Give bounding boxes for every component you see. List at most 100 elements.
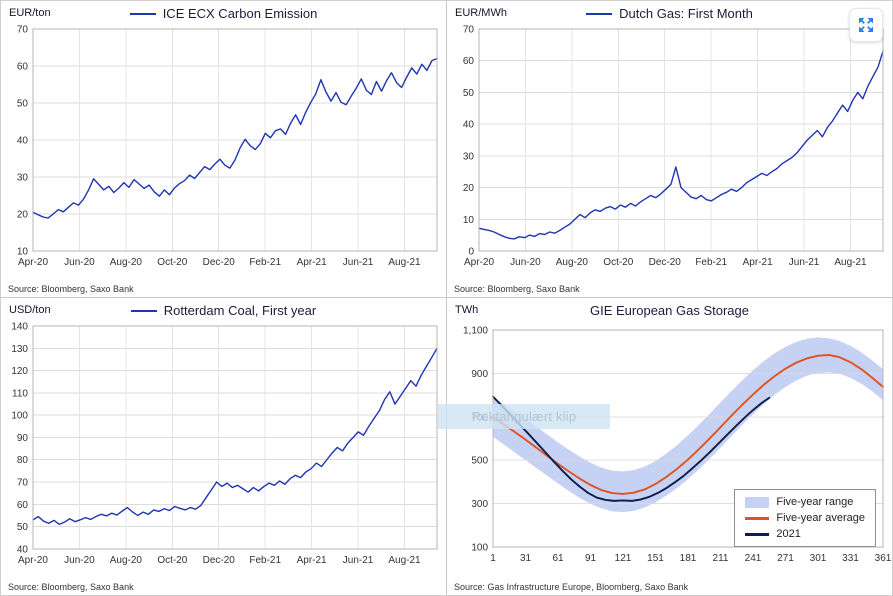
svg-text:Jun-21: Jun-21 xyxy=(343,257,374,268)
dutch-gas-chart: 0 10 20 30 40 50 60 70 Apr-20 Jun-20 Aug-20 Oct-20 D… xyxy=(463,25,884,268)
svg-text:0: 0 xyxy=(468,247,474,258)
carbon-chart-title: ICE ECX Carbon Emission xyxy=(162,6,318,21)
svg-text:Aug-20: Aug-20 xyxy=(110,257,143,268)
svg-text:30: 30 xyxy=(463,151,475,162)
svg-text:500: 500 xyxy=(471,456,488,467)
svg-text:151: 151 xyxy=(647,553,664,564)
svg-text:20: 20 xyxy=(17,210,29,221)
carbon-title-row: ICE ECX Carbon Emission xyxy=(1,6,446,26)
storage-chart-title: GIE European Gas Storage xyxy=(590,303,749,318)
legend-item-five-year-range: Five-year range xyxy=(745,496,865,508)
svg-text:Feb-21: Feb-21 xyxy=(249,555,281,566)
dutch-gas-chart-title: Dutch Gas: First Month xyxy=(619,6,753,21)
svg-text:121: 121 xyxy=(615,553,632,564)
line-2021-icon xyxy=(745,532,770,536)
svg-text:301: 301 xyxy=(810,553,827,564)
svg-text:1: 1 xyxy=(490,553,496,564)
svg-text:Apr-21: Apr-21 xyxy=(743,257,773,268)
dutch-gas-unit-label: EUR/MWh xyxy=(455,7,507,19)
svg-text:40: 40 xyxy=(17,136,29,147)
svg-text:Jun-20: Jun-20 xyxy=(510,257,541,268)
coal-series-key-line-icon xyxy=(130,309,157,312)
dutch-gas-panel: EUR/MWh Dutch Gas: First Month 0 10 20 30 40… xyxy=(447,1,892,298)
legend-item-five-year-average: Five-year average xyxy=(745,512,865,524)
coal-source-note: Source: Bloomberg, Saxo Bank xyxy=(8,582,134,592)
svg-text:Aug-21: Aug-21 xyxy=(834,257,867,268)
svg-text:241: 241 xyxy=(745,553,762,564)
svg-text:100: 100 xyxy=(471,542,488,553)
svg-text:130: 130 xyxy=(11,344,28,355)
svg-text:Jun-20: Jun-20 xyxy=(64,555,95,566)
storage-title-row: GIE European Gas Storage xyxy=(447,303,892,323)
svg-text:1,100: 1,100 xyxy=(463,326,488,337)
rotterdam-coal-chart: 40 50 60 70 80 90 100 110 120 130 140 Apr-20 Jun-20 A… xyxy=(11,322,438,566)
svg-text:Feb-21: Feb-21 xyxy=(695,257,727,268)
svg-text:80: 80 xyxy=(17,455,29,466)
svg-text:60: 60 xyxy=(17,500,29,511)
svg-text:10: 10 xyxy=(17,247,29,258)
five-year-range-label: Five-year range xyxy=(776,496,854,508)
svg-text:Apr-21: Apr-21 xyxy=(297,555,327,566)
rotterdam-coal-panel: USD/ton Rotterdam Coal, First year 40 50 6… xyxy=(1,298,447,595)
svg-text:91: 91 xyxy=(585,553,597,564)
svg-text:Jun-20: Jun-20 xyxy=(64,257,95,268)
svg-text:90: 90 xyxy=(17,433,29,444)
svg-text:40: 40 xyxy=(17,544,29,555)
svg-text:110: 110 xyxy=(12,388,28,399)
svg-text:Apr-21: Apr-21 xyxy=(297,257,327,268)
svg-text:50: 50 xyxy=(463,88,475,99)
carbon-unit-label: EUR/ton xyxy=(9,7,51,19)
svg-text:900: 900 xyxy=(471,369,488,380)
svg-text:120: 120 xyxy=(11,366,28,377)
five-year-average-line-icon xyxy=(745,516,770,520)
svg-text:Jun-21: Jun-21 xyxy=(343,555,374,566)
carbon-emission-chart: 10 20 30 40 50 60 70 Apr-20 Jun-20 Aug-20 Oct-20 De… xyxy=(17,25,438,268)
svg-text:Jun-21: Jun-21 xyxy=(789,257,820,268)
label-2021: 2021 xyxy=(776,528,801,540)
svg-text:60: 60 xyxy=(463,56,475,67)
svg-text:61: 61 xyxy=(552,553,564,564)
storage-source-note: Source: Gas Infrastructure Europe, Bloom… xyxy=(454,582,689,592)
five-year-range-swatch-icon xyxy=(745,496,770,508)
svg-text:70: 70 xyxy=(17,25,29,36)
svg-text:181: 181 xyxy=(680,553,697,564)
dutch-gas-title-row: Dutch Gas: First Month xyxy=(447,6,892,26)
svg-text:10: 10 xyxy=(463,215,475,226)
svg-text:50: 50 xyxy=(17,522,29,533)
svg-text:Aug-21: Aug-21 xyxy=(388,555,421,566)
svg-text:40: 40 xyxy=(463,120,475,131)
svg-text:271: 271 xyxy=(777,553,794,564)
coal-title-row: Rotterdam Coal, First year xyxy=(1,303,446,323)
five-year-average-label: Five-year average xyxy=(776,512,865,524)
carbon-source-note: Source: Bloomberg, Saxo Bank xyxy=(8,284,134,294)
svg-text:Dec-20: Dec-20 xyxy=(203,555,236,566)
svg-text:60: 60 xyxy=(17,62,29,73)
svg-text:20: 20 xyxy=(463,183,475,194)
svg-text:Oct-20: Oct-20 xyxy=(157,555,187,566)
svg-text:Aug-20: Aug-20 xyxy=(110,555,143,566)
gas-storage-panel: TWh GIE European Gas Storage 10030050070… xyxy=(447,298,892,595)
gas-storage-chart: 1003005007009001,10013161911211511812112… xyxy=(463,326,892,564)
svg-text:Oct-20: Oct-20 xyxy=(603,257,633,268)
carbon-emission-panel: EUR/ton ICE ECX Carbon Emission 10 20 30 40… xyxy=(1,1,447,298)
svg-text:Aug-21: Aug-21 xyxy=(388,257,421,268)
legend-item-2021: 2021 xyxy=(745,528,865,540)
svg-text:Dec-20: Dec-20 xyxy=(203,257,236,268)
svg-text:300: 300 xyxy=(471,499,488,510)
carbon-series-key-line-icon xyxy=(129,12,156,15)
svg-text:Aug-20: Aug-20 xyxy=(556,257,589,268)
svg-text:Apr-20: Apr-20 xyxy=(18,555,48,566)
coal-chart-title: Rotterdam Coal, First year xyxy=(163,303,317,318)
svg-text:Apr-20: Apr-20 xyxy=(464,257,494,268)
watermark-overlay: Rektangulært klip xyxy=(438,404,610,429)
svg-text:140: 140 xyxy=(11,322,28,333)
svg-text:30: 30 xyxy=(17,173,29,184)
svg-text:Dec-20: Dec-20 xyxy=(649,257,682,268)
expand-button[interactable] xyxy=(849,8,883,42)
svg-text:70: 70 xyxy=(463,25,475,36)
svg-text:50: 50 xyxy=(17,99,29,110)
dutch-gas-source-note: Source: Bloomberg, Saxo Bank xyxy=(454,284,580,294)
svg-text:Apr-20: Apr-20 xyxy=(18,257,48,268)
svg-text:331: 331 xyxy=(842,553,859,564)
